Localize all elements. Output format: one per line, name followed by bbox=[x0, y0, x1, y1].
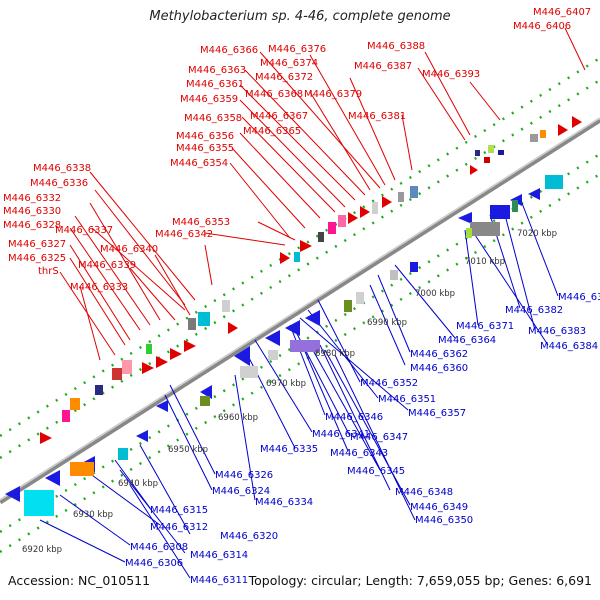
gene-label: M446_6328 bbox=[3, 220, 61, 231]
gene-label: M446_6320 bbox=[220, 531, 278, 542]
gene-label: M446_6306 bbox=[125, 558, 183, 569]
gene-label: M446_6354 bbox=[170, 158, 228, 169]
gene-label: M446_6312 bbox=[150, 522, 208, 533]
kbp-label: 6940 kbp bbox=[118, 479, 158, 489]
gene-label: M446_6348 bbox=[395, 487, 453, 498]
gene-label: M446_6334 bbox=[255, 497, 313, 508]
gene-label: M446_6327 bbox=[8, 239, 66, 250]
gene-label: M446_6360 bbox=[410, 363, 468, 374]
kbp-label: 6970 kbp bbox=[266, 379, 306, 389]
gene-label: M446_6346 bbox=[325, 412, 383, 423]
gene-label: M446_6393 bbox=[422, 69, 480, 80]
gene-label: M446_6371 bbox=[456, 321, 514, 332]
gene-label: M446_6355 bbox=[176, 143, 234, 154]
gene-label: M446_6382 bbox=[505, 305, 563, 316]
gene-label: M446_6324 bbox=[212, 486, 270, 497]
gene-label: M446_6383 bbox=[528, 326, 586, 337]
kbp-label: 6930 kbp bbox=[73, 510, 113, 520]
gene-label: M446_6332 bbox=[3, 193, 61, 204]
gene-label: M446_6374 bbox=[260, 58, 318, 69]
gene-label: M446_6385 bbox=[558, 292, 600, 303]
kbp-label: 7020 kbp bbox=[517, 229, 557, 239]
gene-label: M446_6351 bbox=[378, 394, 436, 405]
gene-label: M446_6336 bbox=[30, 178, 88, 189]
kbp-label: 6980 kbp bbox=[315, 349, 355, 359]
gene-label: M446_6352 bbox=[360, 378, 418, 389]
gene-label: M446_6325 bbox=[8, 253, 66, 264]
gene-label: M446_6340 bbox=[100, 244, 158, 255]
kbp-label: 6990 kbp bbox=[367, 318, 407, 328]
gene-label: M446_6388 bbox=[367, 41, 425, 52]
gene-label: M446_6367 bbox=[250, 111, 308, 122]
kbp-label: 6920 kbp bbox=[22, 545, 62, 555]
reverse-genes bbox=[5, 175, 563, 516]
gene-label: M446_6376 bbox=[268, 44, 326, 55]
kbp-label: 7000 kbp bbox=[415, 289, 455, 299]
forward-gene-labels: M446_6407 M446_6406 M446_6388 M446_6387 … bbox=[3, 7, 591, 293]
gene-label: M446_6363 bbox=[188, 65, 246, 76]
gene-label: M446_6345 bbox=[347, 466, 405, 477]
gene-label: M446_6407 bbox=[533, 7, 591, 18]
gene-label: M446_6342 bbox=[155, 229, 213, 240]
forward-genes bbox=[40, 116, 582, 444]
genome-summary: Topology: circular; Length: 7,659,055 bp… bbox=[248, 573, 592, 588]
reverse-leader-lines bbox=[39, 197, 559, 579]
gene-label: thrS bbox=[38, 266, 59, 277]
gene-label: M446_6326 bbox=[215, 470, 273, 481]
forward-leader-lines bbox=[59, 27, 586, 361]
gene-label: M446_6358 bbox=[184, 113, 242, 124]
gene-label: M446_6356 bbox=[176, 131, 234, 142]
gene-label: M446_6337 bbox=[55, 225, 113, 236]
gene-label: M446_6330 bbox=[3, 206, 61, 217]
gene-label: M446_6384 bbox=[540, 341, 598, 352]
gene-label: M446_6357 bbox=[408, 408, 466, 419]
gene-label: M446_6365 bbox=[243, 126, 301, 137]
kbp-label: 7010 kbp bbox=[465, 257, 505, 267]
genome-title: Methylobacterium sp. 4-46, complete geno… bbox=[149, 9, 451, 24]
gene-label: M446_6343 bbox=[330, 448, 388, 459]
gene-label: M446_6311 bbox=[190, 575, 248, 586]
gene-label: M446_6361 bbox=[186, 79, 244, 90]
gene-label: M446_6406 bbox=[513, 21, 571, 32]
gene-label: M446_6335 bbox=[260, 444, 318, 455]
gene-label: M446_6379 bbox=[304, 89, 362, 100]
gene-label: M446_6372 bbox=[255, 72, 313, 83]
gene-label: M446_6353 bbox=[172, 217, 230, 228]
gene-label: M446_6366 bbox=[200, 45, 258, 56]
gene-label: M446_6314 bbox=[190, 550, 248, 561]
kbp-label: 6950 kbp bbox=[168, 445, 208, 455]
gene-label: M446_6364 bbox=[438, 335, 496, 346]
kbp-labels: 6920 kbp 6930 kbp 6940 kbp 6950 kbp 6960… bbox=[22, 229, 557, 555]
accession-label: Accession: NC_010511 bbox=[8, 573, 151, 588]
gene-label: M446_6333 bbox=[70, 282, 128, 293]
gene-label: M446_6381 bbox=[348, 111, 406, 122]
gene-label: M446_6359 bbox=[180, 94, 238, 105]
genome-backbone bbox=[0, 117, 600, 505]
gene-label: M446_6362 bbox=[410, 349, 468, 360]
gene-label: M446_6339 bbox=[78, 260, 136, 271]
gene-label: M446_6387 bbox=[354, 61, 412, 72]
gene-label: M446_6350 bbox=[415, 515, 473, 526]
gene-label: M446_6315 bbox=[150, 505, 208, 516]
gene-label: M446_6308 bbox=[130, 542, 188, 553]
gene-label: M446_6347 bbox=[350, 432, 408, 443]
gene-label: M446_6341 bbox=[312, 429, 370, 440]
gene-label: M446_6338 bbox=[33, 163, 91, 174]
gene-label: M446_6368 bbox=[245, 89, 303, 100]
kbp-label: 6960 kbp bbox=[218, 413, 258, 423]
gene-label: M446_6349 bbox=[410, 502, 468, 513]
reverse-gene-labels: M446_6385 M446_6382 M446_6383 M446_6371 … bbox=[125, 292, 600, 586]
